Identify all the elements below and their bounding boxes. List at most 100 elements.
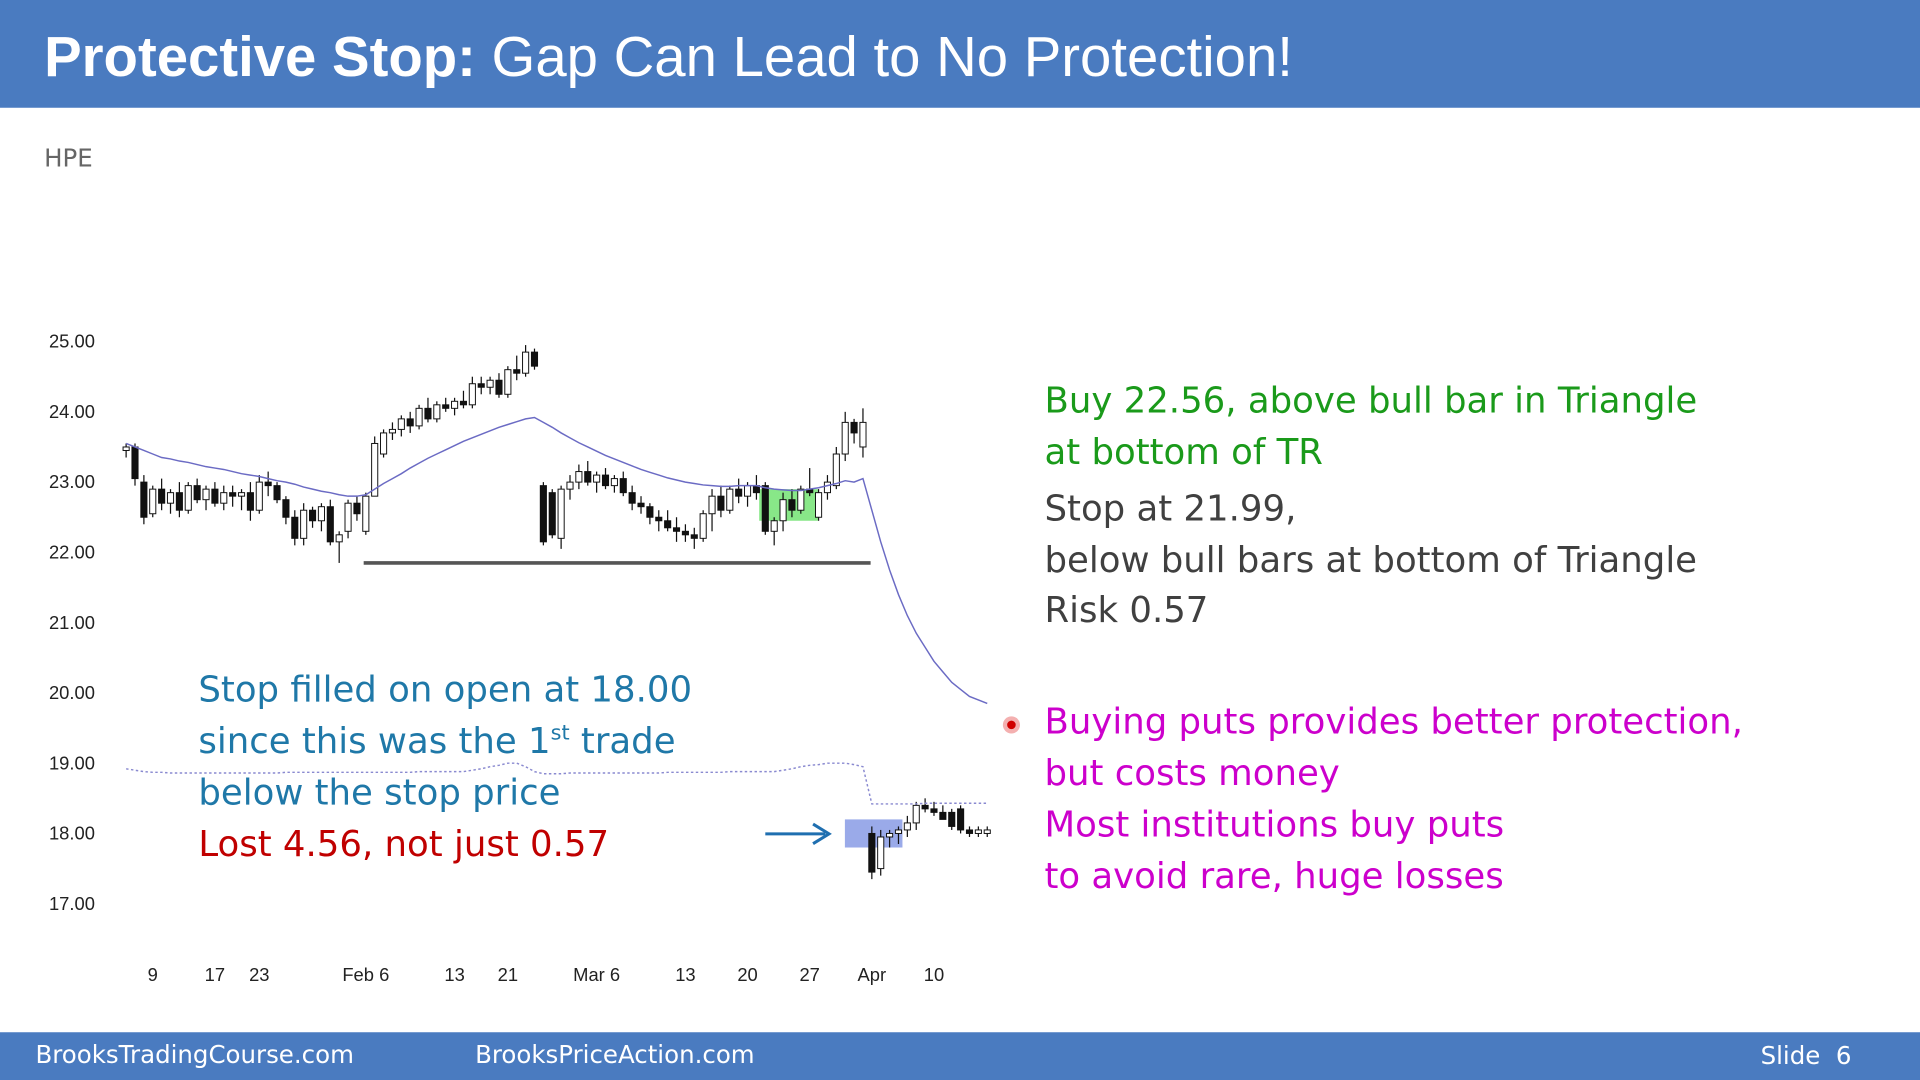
candle-body bbox=[859, 421, 867, 448]
candle-body bbox=[744, 485, 752, 497]
note-line: Buying puts provides better protection, bbox=[1044, 701, 1742, 742]
candle-body bbox=[371, 442, 379, 497]
candle-body bbox=[229, 492, 237, 497]
candle-body bbox=[886, 832, 894, 838]
candle-body bbox=[344, 502, 352, 532]
y-tick-label: 19.00 bbox=[49, 752, 95, 773]
candle-body bbox=[770, 520, 778, 532]
candle-body bbox=[584, 471, 592, 483]
x-tick-label: 9 bbox=[148, 964, 158, 985]
candle-body bbox=[601, 474, 610, 487]
candle-body bbox=[175, 492, 183, 511]
x-tick-label: 17 bbox=[205, 964, 225, 985]
candle-body bbox=[504, 369, 512, 395]
header-bar bbox=[0, 0, 1920, 108]
candle-body bbox=[823, 481, 831, 494]
candle-body bbox=[779, 499, 787, 522]
loss-note: Lost 4.56, not just 0.57 bbox=[198, 824, 609, 865]
candle-body bbox=[832, 453, 840, 487]
x-tick-label: 13 bbox=[675, 964, 695, 985]
chart: 17.00 18.00 19.00 20.00 21.00 22.00 23.00 24.00… bbox=[49, 331, 991, 985]
y-tick-label: 17.00 bbox=[49, 893, 95, 914]
candle-body bbox=[850, 421, 858, 434]
candle-body bbox=[530, 351, 539, 367]
candle-body bbox=[433, 404, 441, 420]
candle-body bbox=[211, 488, 219, 504]
cursor-dot bbox=[1007, 720, 1016, 730]
footer-middle: BrooksPriceAction.com bbox=[475, 1040, 755, 1069]
candle-body bbox=[122, 446, 130, 451]
note-line: Most institutions buy puts bbox=[1044, 804, 1504, 845]
candle-body bbox=[965, 829, 974, 834]
candle-body bbox=[388, 428, 396, 434]
candle-body bbox=[513, 369, 521, 374]
candle-body bbox=[451, 400, 459, 409]
candle-body bbox=[158, 488, 166, 504]
candle-body bbox=[459, 400, 468, 406]
footer-bar bbox=[0, 1032, 1920, 1080]
x-tick-label: 21 bbox=[498, 964, 518, 985]
y-tick-label: 18.00 bbox=[49, 823, 95, 844]
candle-body bbox=[708, 495, 716, 515]
x-tick-label: 23 bbox=[249, 964, 269, 985]
candle-body bbox=[619, 478, 627, 494]
candle-body bbox=[788, 499, 796, 511]
candle-body bbox=[264, 481, 272, 487]
candle-body bbox=[415, 407, 423, 427]
candle-body bbox=[761, 485, 769, 532]
note-text: since this was the 1 bbox=[198, 721, 550, 762]
candle-body bbox=[477, 383, 485, 388]
y-tick-label: 23.00 bbox=[49, 471, 95, 492]
candle-body bbox=[291, 516, 299, 539]
title-bold: Protective Stop: bbox=[44, 25, 476, 88]
candle-body bbox=[380, 432, 388, 455]
candle-body bbox=[797, 488, 805, 511]
candle-body bbox=[948, 811, 956, 827]
candle-body bbox=[353, 502, 361, 515]
candle-body bbox=[317, 506, 325, 522]
candle-body bbox=[868, 832, 876, 873]
note-line: below the stop price bbox=[198, 772, 560, 813]
candle-body bbox=[468, 383, 476, 406]
candle-body bbox=[939, 811, 947, 820]
candle-body bbox=[539, 485, 547, 543]
candle-body bbox=[610, 478, 618, 487]
candle-body bbox=[442, 404, 450, 409]
candle-body bbox=[664, 520, 672, 529]
superscript: st bbox=[551, 721, 570, 745]
fill-note: Stop filled on open at 18.00 since this … bbox=[198, 670, 692, 814]
candle-body bbox=[894, 829, 903, 834]
puts-note: Buying puts provides better protection, … bbox=[1044, 701, 1742, 896]
candle-body bbox=[335, 534, 343, 543]
note-line: to avoid rare, huge losses bbox=[1044, 856, 1503, 897]
x-tick-label: Apr bbox=[858, 964, 887, 985]
candle-body bbox=[309, 509, 317, 522]
overlay-line bbox=[125, 416, 988, 705]
note-line: Stop filled on open at 18.00 bbox=[198, 670, 692, 711]
candle-body bbox=[522, 351, 530, 374]
candle-body bbox=[628, 492, 636, 504]
candle-body bbox=[406, 418, 414, 427]
candle-body bbox=[424, 407, 432, 420]
candle-body bbox=[655, 516, 663, 522]
candle-body bbox=[974, 829, 982, 834]
stop-note: Stop at 21.99, below bull bars at bottom… bbox=[1044, 488, 1697, 631]
candle-body bbox=[637, 502, 645, 508]
candle-body bbox=[300, 509, 308, 539]
candle-body bbox=[681, 530, 689, 536]
candle-body bbox=[841, 421, 849, 455]
candle-body bbox=[193, 485, 201, 501]
candle-body bbox=[903, 822, 911, 831]
candle-body bbox=[912, 804, 920, 824]
y-tick-label: 20.00 bbox=[49, 682, 95, 703]
note-line: below bull bars at bottom of Triangle bbox=[1044, 540, 1697, 581]
note-line: Risk 0.57 bbox=[1044, 590, 1208, 631]
candle-body bbox=[699, 513, 707, 539]
candle-body bbox=[166, 492, 175, 504]
note-text: trade bbox=[570, 721, 676, 762]
candle-body bbox=[593, 474, 601, 483]
x-tick-label: Mar 6 bbox=[573, 964, 620, 985]
y-tick-label: 24.00 bbox=[49, 401, 95, 422]
candle-body bbox=[557, 488, 565, 539]
candle-body bbox=[717, 495, 725, 511]
